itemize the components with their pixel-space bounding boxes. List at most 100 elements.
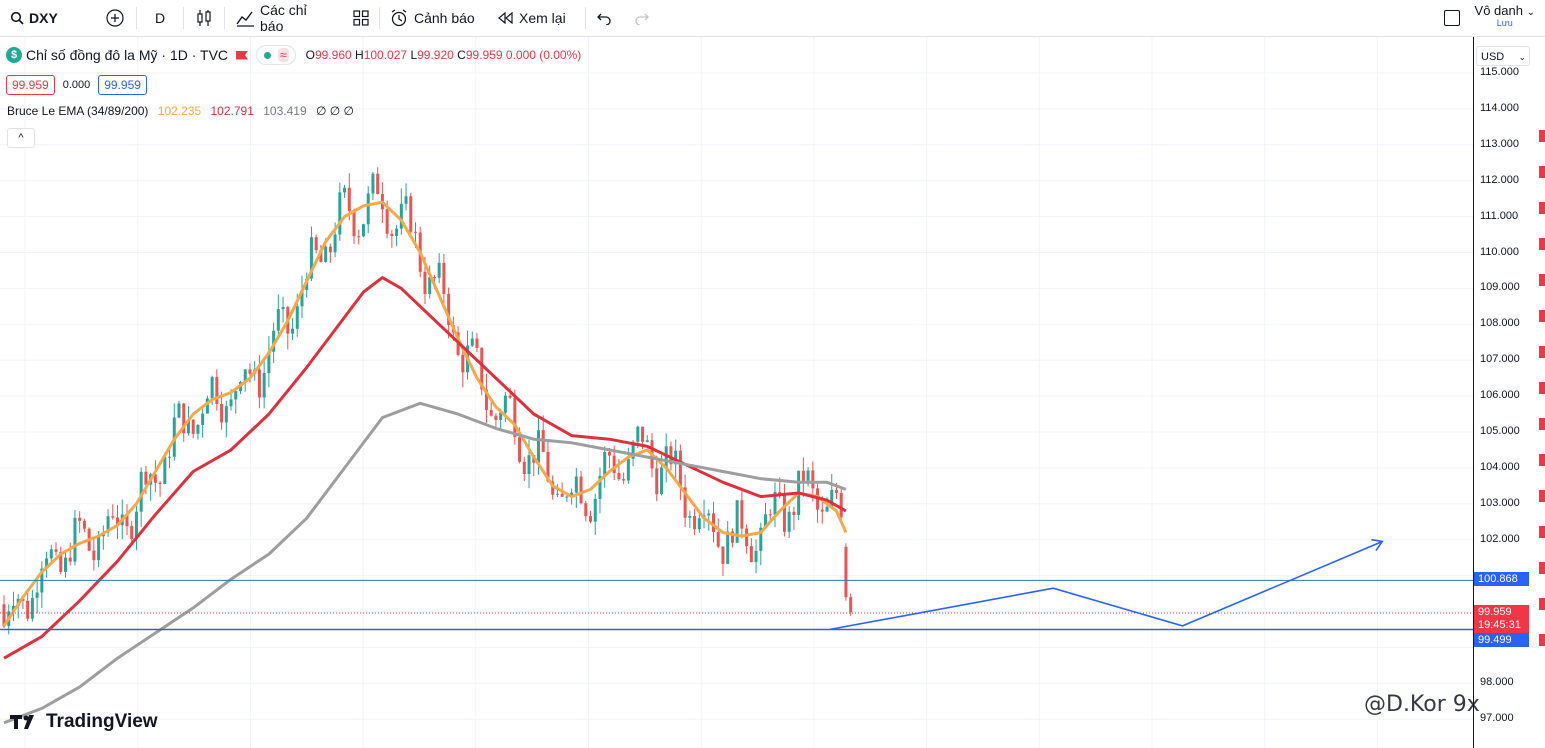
- candle-body: [82, 520, 86, 529]
- candle-body: [787, 511, 791, 532]
- candle-body: [404, 196, 408, 204]
- templates-button[interactable]: [343, 0, 379, 37]
- price-tick: 105.000: [1480, 425, 1520, 437]
- alerts-button[interactable]: Cảnh báo: [380, 0, 487, 37]
- redo-button[interactable]: [624, 0, 662, 37]
- divider: [224, 7, 225, 29]
- ohlc-values: O99.960 H100.027 L99.920 C99.959 0.000 (…: [306, 48, 582, 62]
- candle-body: [622, 479, 626, 481]
- symbol-search[interactable]: DXY: [0, 0, 96, 37]
- collapse-legend-button[interactable]: ^: [7, 128, 35, 148]
- price-tick: 115.000: [1480, 66, 1519, 78]
- candle-body: [357, 236, 361, 238]
- candle-body: [735, 500, 739, 543]
- candle-body: [390, 233, 394, 236]
- add-symbol-icon: [106, 9, 124, 27]
- sell-price-button[interactable]: 99.959: [6, 75, 55, 95]
- candle-body: [215, 377, 219, 404]
- divider: [136, 7, 137, 29]
- candle-body: [593, 498, 597, 522]
- ema-lines: [2, 200, 848, 725]
- edge-marker: [1539, 202, 1545, 214]
- candle-body: [447, 293, 451, 325]
- interval-button[interactable]: D: [154, 10, 166, 26]
- price-tick: 97.000: [1480, 712, 1514, 725]
- tradingview-logo[interactable]: TradingView: [10, 711, 158, 733]
- undo-button[interactable]: [586, 0, 624, 37]
- candle-body: [229, 399, 233, 407]
- candle-body: [281, 306, 285, 310]
- candle-body: [248, 369, 252, 374]
- candle-body: [177, 403, 181, 418]
- candle-body: [825, 506, 829, 512]
- candle-body: [636, 426, 640, 442]
- user-menu[interactable]: Vô danh ⌄ Lưu: [1475, 3, 1535, 28]
- price-chart[interactable]: [0, 37, 1473, 748]
- candle-body: [63, 557, 67, 572]
- high-value: 100.027: [363, 48, 408, 62]
- chevron-down-icon: ⌄: [1518, 52, 1526, 62]
- price-tick: 111.000: [1480, 209, 1519, 222]
- replay-button[interactable]: Xem lại: [487, 0, 585, 37]
- candle-body: [314, 237, 318, 251]
- horizontal-levels[interactable]: [0, 579, 1473, 631]
- candle-body: [130, 526, 134, 540]
- candle-body: [716, 531, 720, 547]
- indicators-button[interactable]: Các chỉ báo: [225, 0, 343, 37]
- currency-select[interactable]: USD ⌄: [1476, 46, 1530, 66]
- candle-body: [73, 517, 77, 562]
- candle-body: [470, 338, 474, 346]
- candle-body: [205, 398, 209, 414]
- candle-body: [111, 516, 115, 518]
- candle-body: [551, 481, 555, 495]
- chart-pane[interactable]: [0, 37, 1473, 748]
- candle-body: [749, 546, 753, 563]
- candle-body: [116, 517, 120, 526]
- alerts-label: Cảnh báo: [414, 10, 475, 26]
- flag-icon[interactable]: [236, 50, 249, 60]
- candle-body: [343, 187, 347, 193]
- candle-body: [26, 600, 30, 619]
- candle-body: [494, 415, 498, 420]
- candle-body: [371, 173, 375, 194]
- alarm-clock-icon: [390, 9, 408, 27]
- grid-icon: [353, 10, 369, 26]
- candle-body: [134, 511, 138, 540]
- candle-body: [641, 426, 645, 442]
- candle-body: [659, 467, 663, 495]
- candle-body: [759, 527, 763, 551]
- indicator-legend[interactable]: Bruce Le EMA (34/89/200) 102.235 102.791…: [7, 104, 354, 118]
- price-tick: 103.000: [1480, 496, 1520, 509]
- candle-body: [489, 410, 493, 416]
- candle-body: [693, 515, 697, 530]
- candle-body: [347, 187, 351, 212]
- top-toolbar: DXY D Các chỉ báo Cảnh báo Xem lại: [0, 0, 1545, 37]
- compare-button[interactable]: [96, 0, 136, 37]
- projection-path[interactable]: [829, 538, 1384, 631]
- candle-body: [518, 437, 522, 462]
- candle-body: [768, 514, 772, 516]
- candle-body: [414, 231, 418, 233]
- candle-body: [726, 531, 730, 564]
- candle-body: [224, 406, 228, 423]
- candle-body: [484, 389, 488, 411]
- candle-body: [328, 246, 332, 253]
- chart-type-button[interactable]: [184, 0, 224, 37]
- replay-label: Xem lại: [519, 10, 566, 26]
- delay-icon: ≈: [278, 48, 289, 62]
- market-status[interactable]: ≈: [256, 45, 296, 65]
- symbol-label: DXY: [29, 10, 58, 26]
- layout-checkbox[interactable]: [1444, 10, 1460, 26]
- edge-marker: [1539, 310, 1545, 322]
- candle-body: [257, 369, 261, 398]
- save-label[interactable]: Lưu: [1496, 18, 1513, 28]
- open-label: O: [305, 48, 315, 62]
- candle-body: [267, 351, 271, 374]
- divider: [183, 7, 184, 29]
- candle-body: [309, 237, 313, 279]
- candle-body: [697, 518, 701, 530]
- buy-price-button[interactable]: 99.959: [98, 75, 147, 95]
- right-edge-markers: [1539, 130, 1545, 710]
- candle-body: [707, 513, 711, 516]
- edge-marker: [1539, 562, 1545, 574]
